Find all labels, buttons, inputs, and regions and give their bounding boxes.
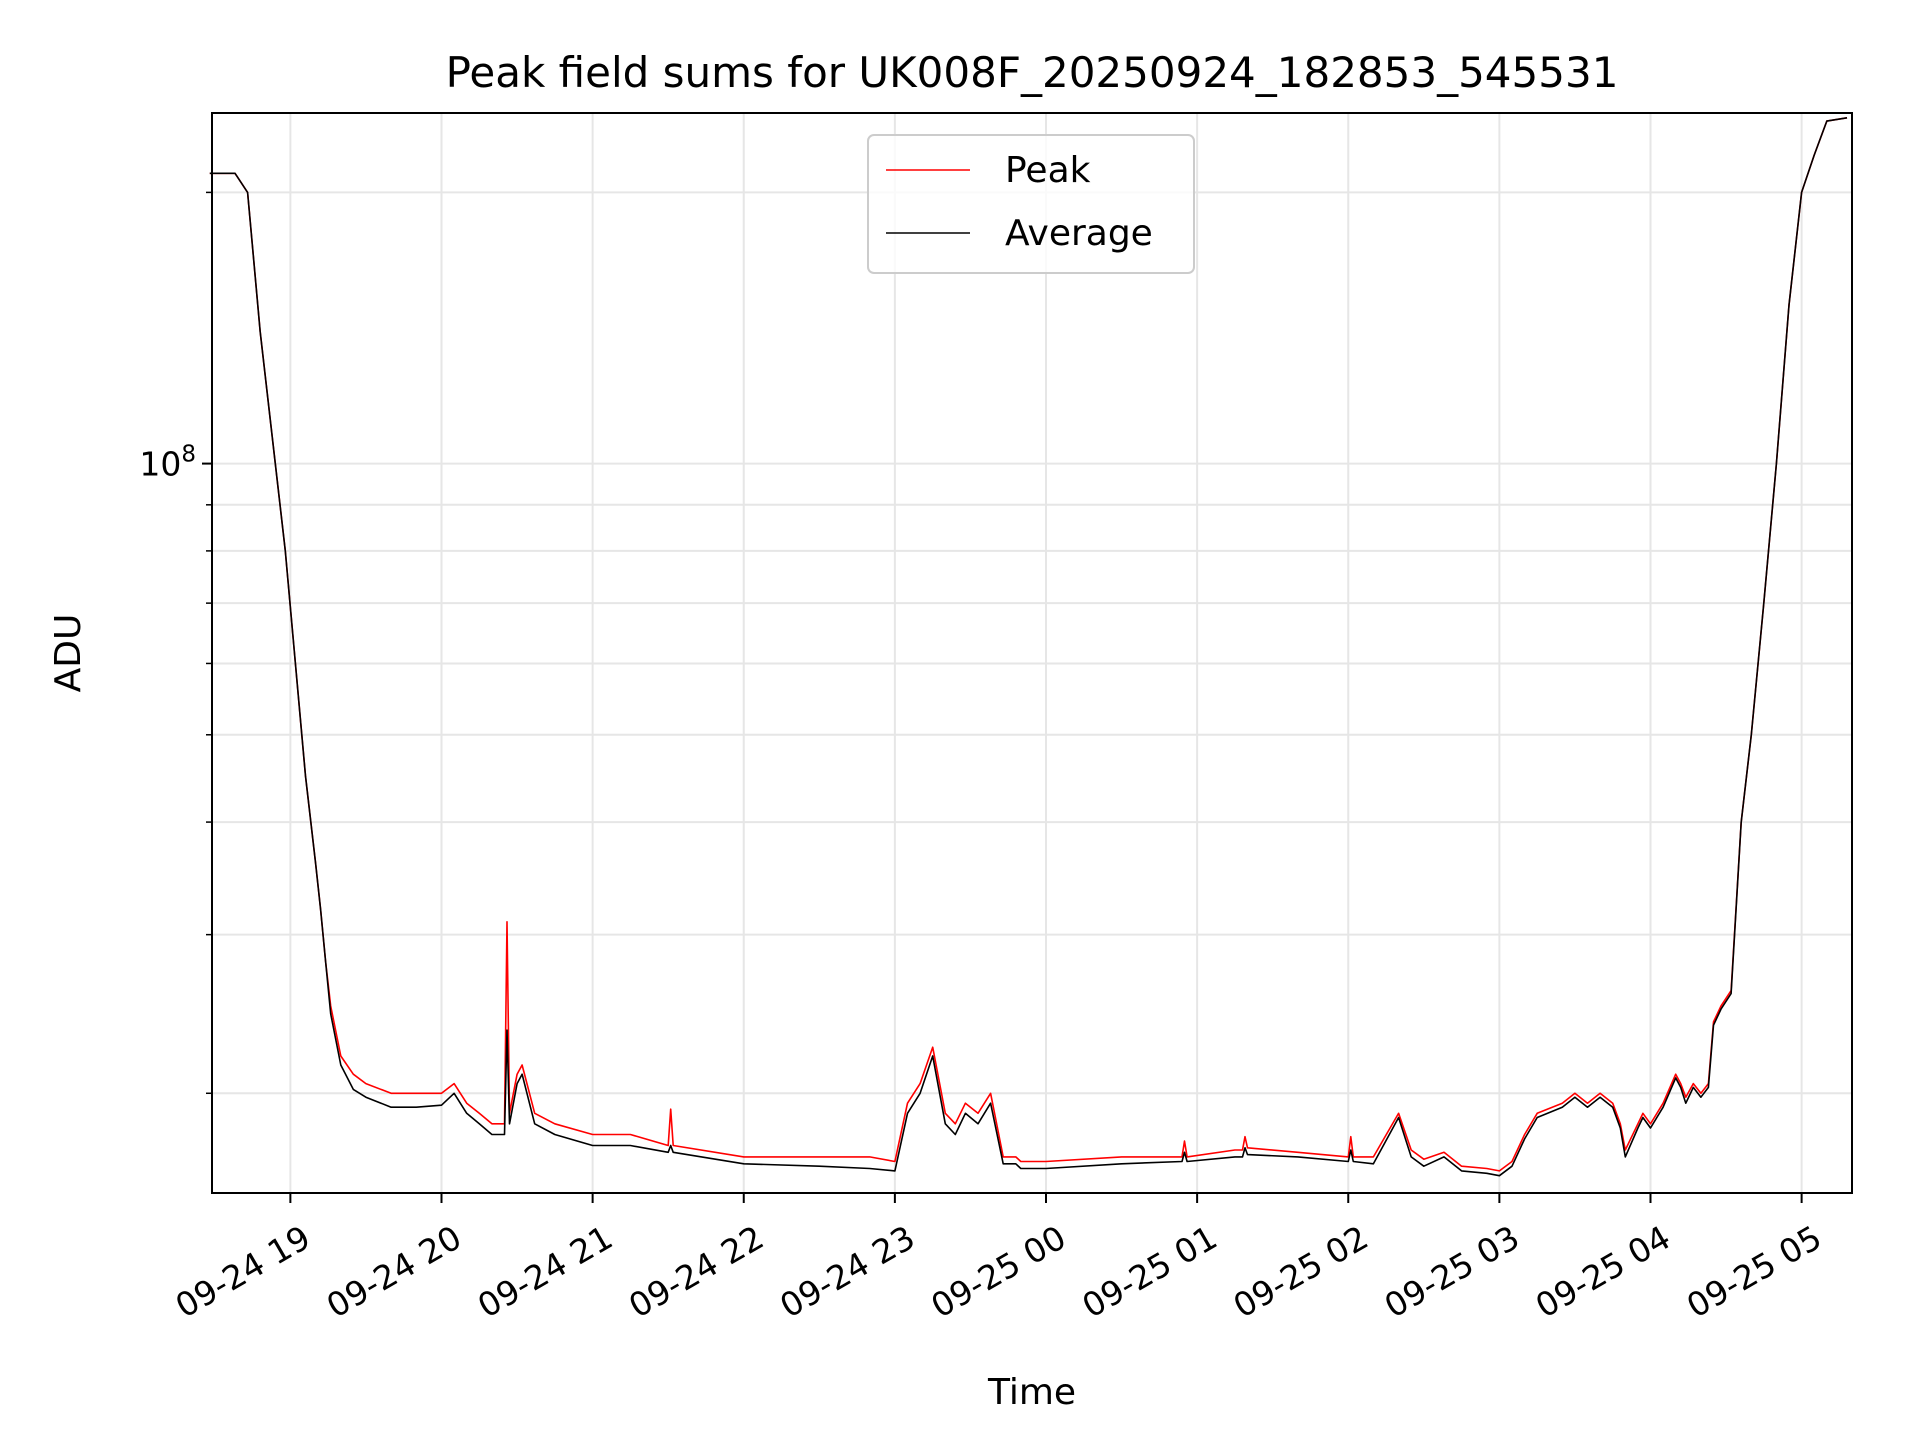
grid-layer bbox=[212, 113, 1852, 1193]
legend: Peak Average bbox=[867, 134, 1195, 274]
legend-label-peak: Peak bbox=[1005, 150, 1091, 191]
y-axis-label: ADU bbox=[48, 614, 89, 693]
plot-frame bbox=[211, 112, 1853, 1194]
legend-label-average: Average bbox=[1005, 213, 1153, 254]
series-line-peak bbox=[209, 117, 1848, 1172]
y-tick-label: 108 bbox=[139, 442, 196, 484]
series-line-average bbox=[209, 117, 1848, 1177]
series-layer bbox=[209, 117, 1848, 1177]
x-axis-label: Time bbox=[987, 1372, 1076, 1413]
chart-title: Peak field sums for UK008F_20250924_1828… bbox=[446, 48, 1619, 97]
